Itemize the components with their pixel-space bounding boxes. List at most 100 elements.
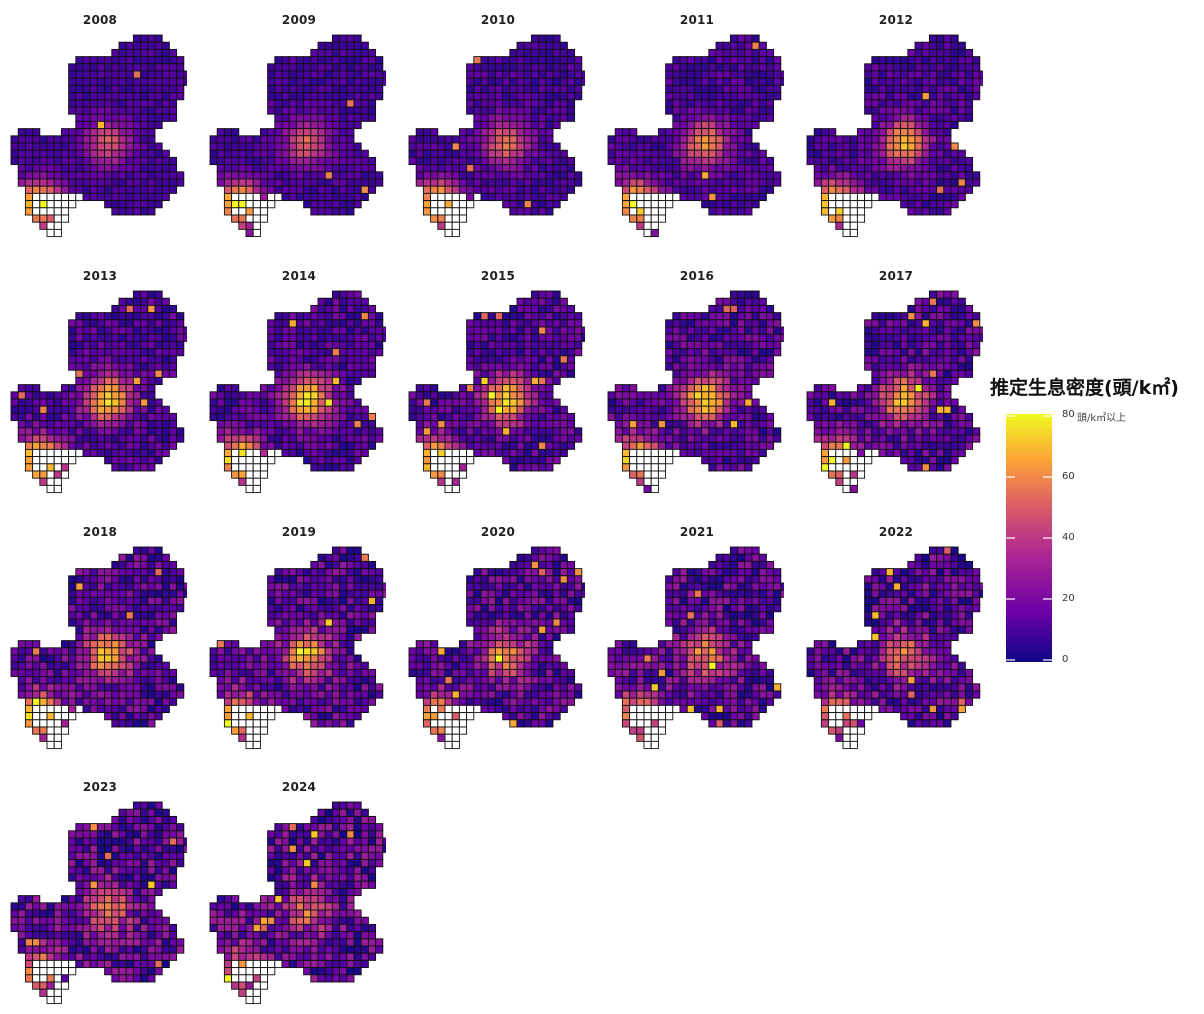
grid-cell	[310, 618, 319, 627]
grid-cell	[367, 185, 377, 194]
grid-cell	[60, 676, 70, 685]
grid-cell	[82, 376, 91, 386]
grid-cell	[46, 668, 55, 678]
grid-cell	[430, 178, 439, 187]
grid-cell	[636, 427, 645, 436]
grid-cell	[360, 676, 369, 685]
grid-cell	[216, 405, 225, 414]
grid-cell	[53, 477, 62, 486]
grid-cell	[132, 405, 142, 414]
grid-cell	[288, 647, 297, 656]
grid-cell	[231, 448, 240, 458]
grid-cell	[964, 304, 974, 314]
grid-cell	[32, 470, 41, 479]
grid-cell	[574, 434, 583, 443]
grid-cell	[509, 369, 518, 378]
grid-cell	[950, 56, 959, 65]
grid-cell	[367, 164, 377, 173]
grid-cell	[665, 149, 674, 158]
grid-cell	[621, 405, 631, 414]
grid-cell	[24, 398, 34, 407]
grid-cell	[259, 171, 269, 180]
grid-cell	[907, 333, 916, 342]
grid-cell	[972, 319, 981, 328]
grid-cell	[353, 596, 362, 606]
grid-cell	[104, 185, 113, 194]
grid-cell	[665, 142, 674, 151]
grid-cell	[559, 405, 568, 414]
grid-cell	[885, 84, 894, 94]
grid-cell	[303, 398, 312, 407]
grid-cell	[111, 611, 120, 620]
grid-cell	[657, 171, 667, 180]
grid-cell	[281, 568, 290, 577]
grid-cell	[758, 192, 767, 202]
grid-cell	[125, 113, 134, 122]
grid-cell	[458, 412, 468, 422]
grid-cell	[950, 412, 959, 422]
grid-cell	[708, 135, 717, 144]
grid-cell	[259, 683, 269, 692]
grid-cell	[53, 683, 62, 692]
grid-cell	[267, 668, 276, 678]
grid-cell	[928, 348, 938, 357]
grid-cell	[324, 355, 333, 364]
panel-year-label: 2013	[82, 269, 118, 283]
grid-cell	[24, 456, 34, 465]
grid-cell	[466, 398, 475, 407]
grid-cell	[132, 70, 142, 79]
grid-cell	[943, 149, 952, 158]
grid-cell	[665, 63, 674, 72]
grid-cell	[451, 412, 460, 422]
grid-cell	[367, 434, 377, 443]
grid-cell	[303, 70, 312, 79]
grid-cell	[216, 640, 225, 649]
grid-cell	[936, 326, 945, 335]
grid-cell	[24, 128, 34, 137]
grid-cell	[303, 376, 312, 386]
grid-cell	[936, 391, 945, 400]
grid-cell	[422, 398, 432, 407]
grid-cell	[693, 348, 703, 357]
grid-cell	[324, 398, 333, 407]
grid-cell	[96, 668, 106, 678]
grid-cell	[245, 398, 254, 407]
grid-cell	[281, 362, 290, 371]
grid-cell	[223, 156, 233, 166]
grid-cell	[82, 441, 91, 450]
grid-cell	[921, 463, 930, 472]
grid-cell	[849, 221, 858, 230]
grid-cell	[458, 192, 468, 202]
grid-cell	[303, 420, 312, 429]
grid-cell	[458, 135, 468, 144]
grid-cell	[331, 582, 341, 591]
grid-cell	[545, 164, 554, 173]
grid-cell	[353, 362, 362, 371]
grid-cell	[849, 470, 858, 479]
grid-cell	[360, 340, 369, 350]
grid-cell	[964, 178, 974, 187]
grid-cell	[331, 683, 341, 692]
grid-cell	[928, 113, 938, 122]
grid-cell	[964, 113, 974, 122]
grid-cell	[643, 398, 652, 407]
grid-cell	[516, 355, 525, 364]
grid-cell	[53, 726, 62, 735]
grid-cell	[751, 63, 760, 72]
grid-cell	[722, 348, 731, 357]
grid-cell	[751, 290, 760, 299]
grid-cell	[238, 200, 247, 209]
grid-cell	[473, 77, 482, 86]
grid-cell	[75, 434, 84, 443]
grid-cell	[708, 200, 717, 209]
grid-cell	[650, 142, 659, 151]
grid-cell	[317, 398, 326, 407]
grid-cell	[943, 348, 952, 357]
grid-cell	[957, 106, 966, 115]
grid-cell	[530, 362, 540, 371]
grid-cell	[267, 384, 276, 393]
grid-cell	[267, 99, 276, 108]
grid-cell	[473, 434, 482, 443]
grid-cell	[32, 427, 41, 436]
grid-cell	[487, 164, 496, 173]
